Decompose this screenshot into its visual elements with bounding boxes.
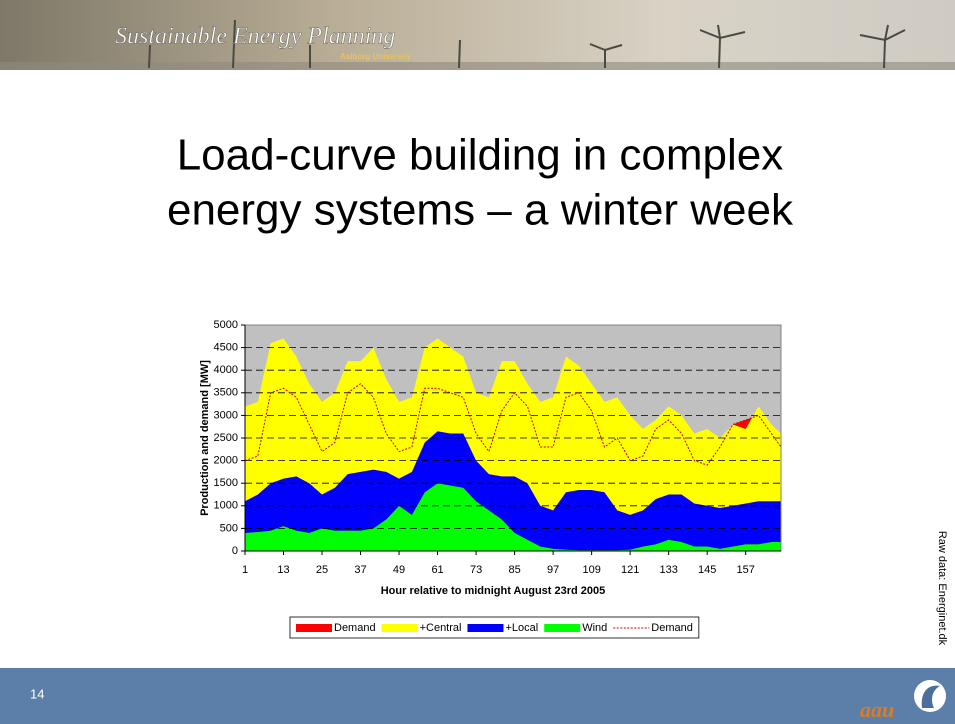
x-tick-label: 37: [354, 564, 366, 576]
y-tick-label: 2500: [214, 432, 238, 444]
legend-label: Wind: [582, 622, 607, 634]
logo-emblem: [914, 680, 946, 712]
legend-swatch: [544, 624, 581, 632]
y-tick-label: 2000: [214, 455, 238, 467]
legend-label: +Central: [420, 622, 462, 634]
legend-swatch: [296, 624, 332, 632]
stacked-area: [245, 483, 781, 551]
x-tick-label: 85: [508, 564, 520, 576]
slide-title-line: Load-curve building in complex: [177, 131, 784, 180]
legend: Demand +Central +Local Wind Demand: [289, 616, 700, 639]
stacked-area: [245, 338, 781, 515]
chart: 0 500 1000 1500 2000 2500 3000 3500 4000 4500 5000…: [199, 319, 782, 639]
stacked-area: [245, 431, 781, 551]
line: [244, 383, 782, 466]
y-tick-label: 5000: [214, 319, 238, 331]
source-note: Raw data: Energinet.dk: [936, 531, 948, 646]
x-tick-label: 121: [621, 564, 639, 576]
x-tick-label: 157: [737, 564, 755, 576]
x-tick-label: 97: [547, 564, 559, 576]
header-banner: [0, 0, 955, 70]
legend-label: Demand: [651, 622, 693, 634]
y-tick-label: 4500: [214, 342, 238, 354]
header-subtitle: Aalborg University: [340, 52, 412, 61]
x-tick-label: 109: [582, 564, 600, 576]
x-tick-label: 73: [470, 564, 482, 576]
x-tick-label: 133: [659, 564, 677, 576]
x-tick-label: 1: [242, 564, 248, 576]
y-tick-label: 4000: [214, 364, 238, 376]
x-tick-label: 61: [431, 564, 443, 576]
x-tick-label: 145: [698, 564, 716, 576]
y-tick-label: 500: [220, 522, 238, 534]
x-tick-label: 49: [393, 564, 405, 576]
page-number: 14: [30, 686, 44, 701]
y-tick-label: 0: [232, 545, 238, 557]
legend-swatch: [467, 624, 504, 632]
x-tick-label: 13: [277, 564, 289, 576]
logo-text: aau: [860, 697, 894, 722]
y-tick-label: 3500: [214, 387, 238, 399]
y-tick-label: 1000: [214, 500, 238, 512]
y-tick-label: 3000: [214, 409, 238, 421]
footer-bar: [0, 668, 955, 724]
x-tick-label: 25: [316, 564, 328, 576]
x-axis-title: Hour relative to midnight August 23rd 20…: [381, 585, 606, 597]
y-axis-title: Production and demand [MW]: [199, 360, 211, 516]
legend-label: +Local: [505, 622, 538, 634]
legend-label: Demand: [334, 622, 376, 634]
y-tick-label: 1500: [214, 477, 238, 489]
legend-swatch: [381, 624, 418, 632]
header-title: Sustainable Energy Planning: [115, 24, 395, 50]
slide-title-line: energy systems – a winter week: [167, 186, 794, 235]
